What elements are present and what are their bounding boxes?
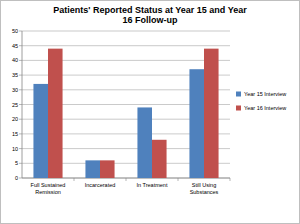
category-tick <box>126 178 127 181</box>
grid-line <box>22 31 230 32</box>
bar <box>189 69 204 178</box>
tick-mark <box>19 89 22 90</box>
y-axis <box>22 31 23 178</box>
title: Patients' Reported Status at Year 15 and… <box>53 5 247 25</box>
grid-line <box>22 45 230 46</box>
tick-label: 0 <box>15 175 18 181</box>
category-label: In Treatment <box>137 182 168 188</box>
category-label: Incarcerated <box>85 182 116 188</box>
bar <box>137 107 152 178</box>
category-label: Still UsingSubstances <box>190 182 219 195</box>
chart: Patients' Reported Status at Year 15 and… <box>0 0 300 224</box>
tick-mark <box>19 133 22 134</box>
bar <box>204 49 219 178</box>
tick-label: 15 <box>12 131 18 137</box>
tick-label: 45 <box>12 43 18 49</box>
bar <box>100 160 115 178</box>
tick-label: 20 <box>12 116 18 122</box>
category-label: Full SustainedRemission <box>31 182 66 195</box>
tick-label: 40 <box>12 57 18 63</box>
bar <box>48 49 63 178</box>
tick-mark <box>19 148 22 149</box>
tick-mark <box>19 45 22 46</box>
legend-swatch <box>236 106 241 111</box>
tick-label: 5 <box>15 160 18 166</box>
tick-mark <box>19 31 22 32</box>
tick-mark <box>19 60 22 61</box>
category-tick <box>74 178 75 181</box>
tick-mark <box>19 75 22 76</box>
chart-frame <box>1 1 300 224</box>
tick-label: 50 <box>12 28 18 34</box>
bar <box>33 84 48 178</box>
legend-label: Year 16 Interview <box>244 105 286 111</box>
tick-label: 35 <box>12 72 18 78</box>
legend-swatch <box>236 92 241 97</box>
tick-mark <box>19 104 22 105</box>
tick-label: 30 <box>12 87 18 93</box>
bar <box>85 160 100 178</box>
bar <box>152 140 167 178</box>
tick-label: 25 <box>12 102 18 108</box>
tick-mark <box>19 178 22 179</box>
legend-label: Year 15 Interview <box>244 91 286 97</box>
category-tick <box>230 178 231 181</box>
tick-mark <box>19 119 22 120</box>
tick-mark <box>19 163 22 164</box>
bars <box>33 49 218 178</box>
tick-label: 10 <box>12 146 18 152</box>
category-tick <box>178 178 179 181</box>
